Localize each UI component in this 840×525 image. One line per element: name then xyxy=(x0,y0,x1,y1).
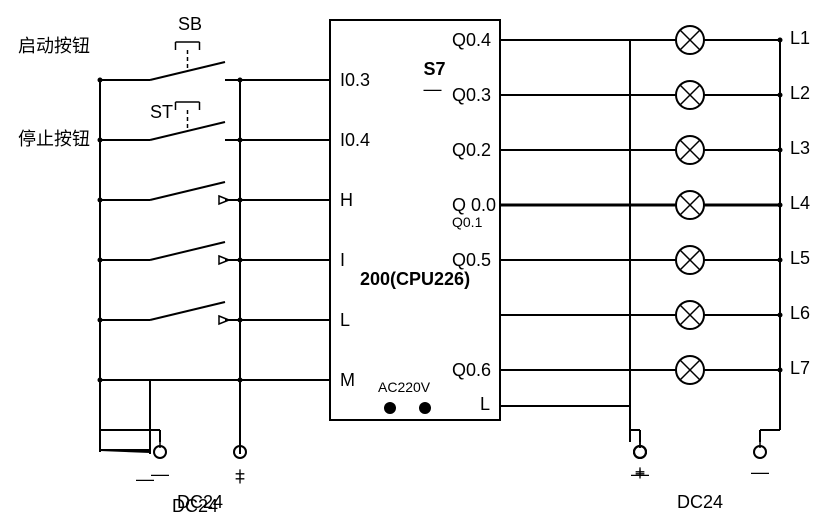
label: 200(CPU226) xyxy=(360,269,470,289)
label: SB xyxy=(178,14,202,34)
label: Q0.2 xyxy=(452,140,491,160)
label: L3 xyxy=(790,138,810,158)
label: DC24 xyxy=(677,492,723,512)
label: 停止按钮 xyxy=(18,129,90,149)
label: L6 xyxy=(790,303,810,323)
label: L5 xyxy=(790,248,810,268)
label: H xyxy=(340,190,353,210)
label: I0.4 xyxy=(340,130,370,150)
label: + xyxy=(235,464,246,484)
label: Q0.1 xyxy=(452,214,483,230)
label: DC24 xyxy=(177,492,223,512)
label: Q0.3 xyxy=(452,85,491,105)
label: L4 xyxy=(790,193,810,213)
label: I0.3 xyxy=(340,70,370,90)
label: L xyxy=(340,310,350,330)
ac-terminal xyxy=(384,402,396,414)
ac-terminal xyxy=(419,402,431,414)
label: M xyxy=(340,370,355,390)
label: — xyxy=(751,462,769,482)
label: + xyxy=(635,462,646,482)
label: Q0.5 xyxy=(452,250,491,270)
label: Q0.4 xyxy=(452,30,491,50)
label: Q 0.0 xyxy=(452,195,496,215)
label: Q0.6 xyxy=(452,360,491,380)
label: I xyxy=(340,250,345,270)
label: L xyxy=(480,394,490,414)
label: L7 xyxy=(790,358,810,378)
label: — xyxy=(151,464,169,484)
label: L1 xyxy=(790,28,810,48)
label: AC220V xyxy=(378,379,431,395)
label: L2 xyxy=(790,83,810,103)
label: — xyxy=(424,79,442,99)
label: ST xyxy=(150,102,173,122)
label: 启动按钮 xyxy=(18,36,90,56)
label: S7 xyxy=(424,59,446,79)
